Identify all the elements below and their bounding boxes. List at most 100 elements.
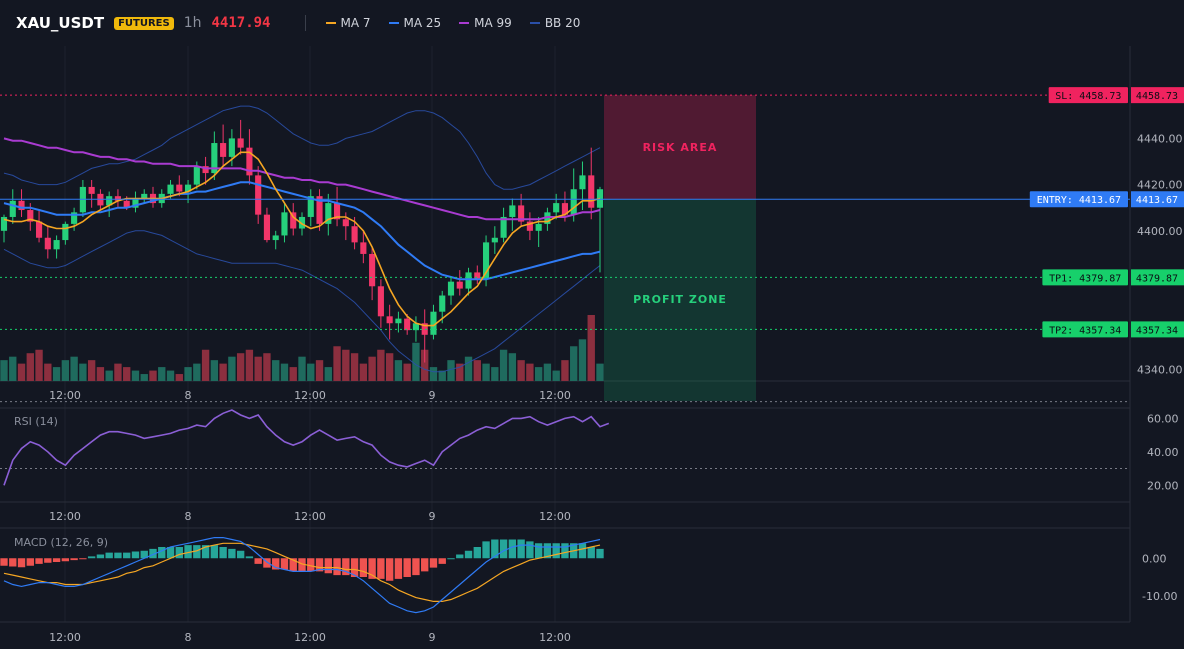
level-axis-value: 4379.87 [1136,273,1178,284]
macd-hist-bar [333,558,341,576]
candle-body [316,196,323,224]
macd-hist-bar [561,543,569,559]
candle-body [202,166,209,174]
candle-body [509,205,516,217]
bb-lower-line [3,230,601,373]
macd-hist-bar [350,558,359,577]
candle-body [132,198,139,208]
volume-bar [149,370,157,381]
time-tick-label: 12:00 [294,631,326,644]
time-tick-label: 12:00 [539,510,571,523]
macd-hist-bar [228,548,236,559]
rsi-pane: RSI (14) [0,401,1130,486]
level-axis-tag [1131,191,1184,208]
time-tick-label: 12:00 [539,631,571,644]
timeframe-label[interactable]: 1h [183,15,202,31]
candle-body [298,216,306,229]
volume-bar [421,349,429,381]
volume-bar [298,356,306,381]
candle-body [44,237,51,250]
macd-hist-bar [315,558,324,572]
macd-hist-bar [263,558,271,568]
candle-body [53,240,60,250]
level-tag-tp1 [1042,269,1128,286]
candle-body [272,235,279,241]
candle-body [307,196,314,217]
macd-hist-bar [201,545,210,559]
candle-body [447,281,455,296]
legend-ma7-label: MA 7 [340,16,371,30]
macd-hist-bar [394,558,403,579]
macd-hist-bar [438,558,446,564]
level-tag-text: SL: 4458.73 [1055,91,1121,102]
macd-hist-bar [105,552,113,559]
volume-bar [482,363,490,381]
volume-bar [491,367,499,381]
legend-ma7[interactable]: MA 7 [325,16,371,30]
macd-hist-bar [324,558,332,574]
volume-bar [552,370,560,381]
ma7-line [3,151,601,327]
macd-hist-bar [421,558,429,572]
candle-body [123,200,130,208]
macd-hist-bar [131,551,140,559]
volume-bar [526,363,534,381]
legend-bb20-label: BB 20 [544,16,581,30]
volume-bar [44,363,52,381]
level-axis-value: 4413.67 [1136,195,1178,206]
candle-body [544,212,551,224]
volume-bar [289,367,297,381]
candle-body [535,223,542,231]
candle-body [325,203,332,224]
volume-bar [17,363,26,381]
volume-bar [272,360,280,381]
volume-bar [140,374,148,381]
macd-hist-bar [52,558,61,562]
volume-bar [499,349,508,381]
legend-ma99[interactable]: MA 99 [459,16,512,30]
volume-bar [587,315,595,381]
candle-body [333,203,341,220]
candle-body [342,219,349,227]
candle-body [62,223,69,241]
macd-tick-label: 0.00 [1142,552,1167,565]
symbol-name[interactable]: XAU_USDT [16,14,105,32]
candle-body [167,184,174,194]
legend-bb20[interactable]: BB 20 [529,16,581,30]
macd-hist-bar [499,539,508,559]
macd-hist-bar [236,550,245,559]
volume-bar [175,374,183,381]
volume-bar [210,360,219,381]
volume-bar [464,356,473,381]
candlesticks [0,119,604,363]
volume-bar [263,353,271,381]
level-tag-tp2 [1042,321,1128,338]
macd-line [3,537,601,614]
ma25-line [3,181,601,281]
candle-body [27,210,34,222]
time-tick-label: 12:00 [294,389,326,402]
volume-bar [447,360,455,381]
volume-bar [429,367,438,381]
macd-hist-bar [254,558,262,564]
volume-bar [52,367,61,381]
macd-hist-bar [587,547,595,559]
macd-hist-bar [245,556,254,559]
volume-bar [385,353,394,381]
ma99-line [3,137,601,221]
candle-body [561,203,569,215]
volume-bar [596,363,604,381]
rsi-tick-label: 40.00 [1147,446,1179,459]
volume-bar [236,353,245,381]
legend-ma25[interactable]: MA 25 [388,16,441,30]
volume-bar [158,367,166,381]
volume-bar [79,363,87,381]
volume-bar [368,356,376,381]
macd-hist-bar [193,545,201,559]
price-tick-label: 4440.00 [1137,132,1183,145]
macd-hist-bar [175,547,183,559]
macd-hist-bar [596,548,604,559]
time-tick-label: 12:00 [539,389,571,402]
candle-body [518,205,525,222]
